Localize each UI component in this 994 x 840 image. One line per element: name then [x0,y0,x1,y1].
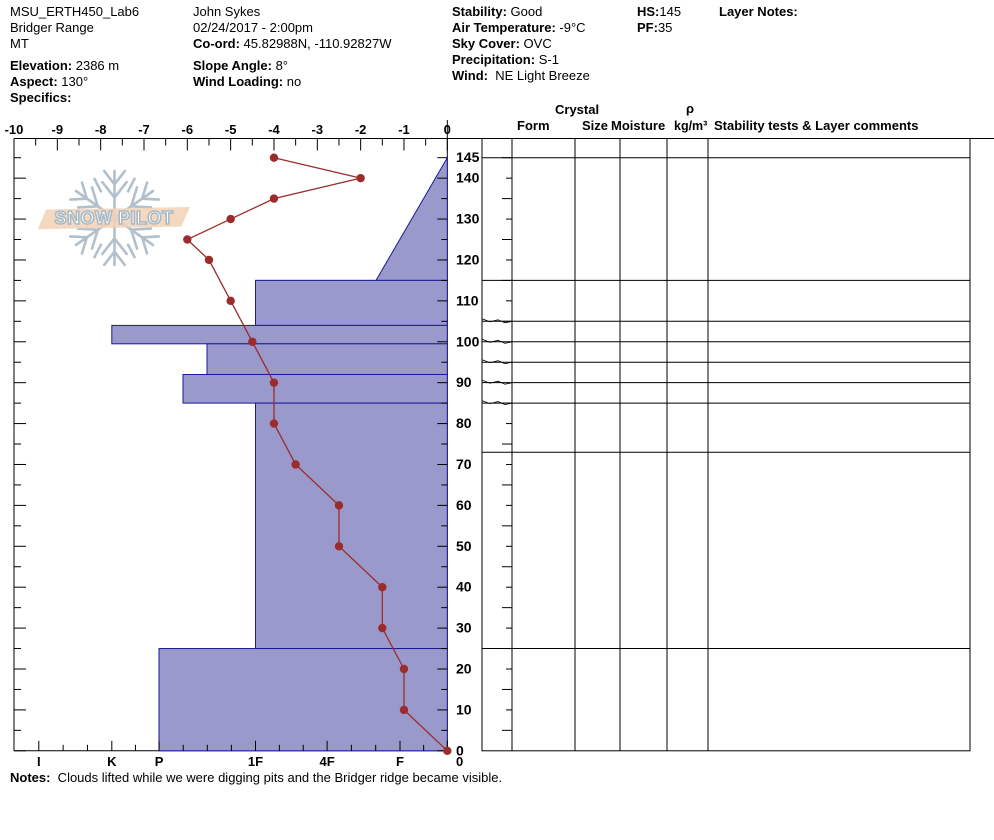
svg-text:30: 30 [456,620,472,636]
svg-text:-9: -9 [52,122,64,137]
svg-text:40: 40 [456,579,472,595]
svg-text:-7: -7 [138,122,150,137]
svg-text:4F: 4F [320,754,335,769]
svg-text:-1: -1 [398,122,410,137]
svg-text:145: 145 [456,149,480,165]
svg-text:0: 0 [456,742,464,758]
svg-text:-10: -10 [5,122,24,137]
svg-text:130: 130 [456,211,480,227]
svg-text:-2: -2 [355,122,367,137]
svg-text:-6: -6 [182,122,194,137]
svg-text:-5: -5 [225,122,237,137]
svg-text:F: F [396,754,404,769]
svg-text:100: 100 [456,333,480,349]
svg-text:70: 70 [456,456,472,472]
svg-text:20: 20 [456,660,472,676]
svg-text:90: 90 [456,374,472,390]
svg-text:50: 50 [456,538,472,554]
svg-text:0: 0 [444,122,451,137]
svg-text:SNOW PILOT: SNOW PILOT [55,208,174,228]
svg-text:-3: -3 [312,122,324,137]
svg-text:I: I [37,754,41,769]
svg-text:140: 140 [456,170,480,186]
svg-text:-8: -8 [95,122,107,137]
svg-text:110: 110 [456,292,479,308]
svg-text:60: 60 [456,497,472,513]
svg-text:1F: 1F [248,754,263,769]
svg-text:80: 80 [456,415,472,431]
svg-text:P: P [155,754,164,769]
svg-text:120: 120 [456,251,480,267]
svg-text:K: K [107,754,117,769]
svg-text:-4: -4 [268,122,280,137]
svg-text:10: 10 [456,701,472,717]
